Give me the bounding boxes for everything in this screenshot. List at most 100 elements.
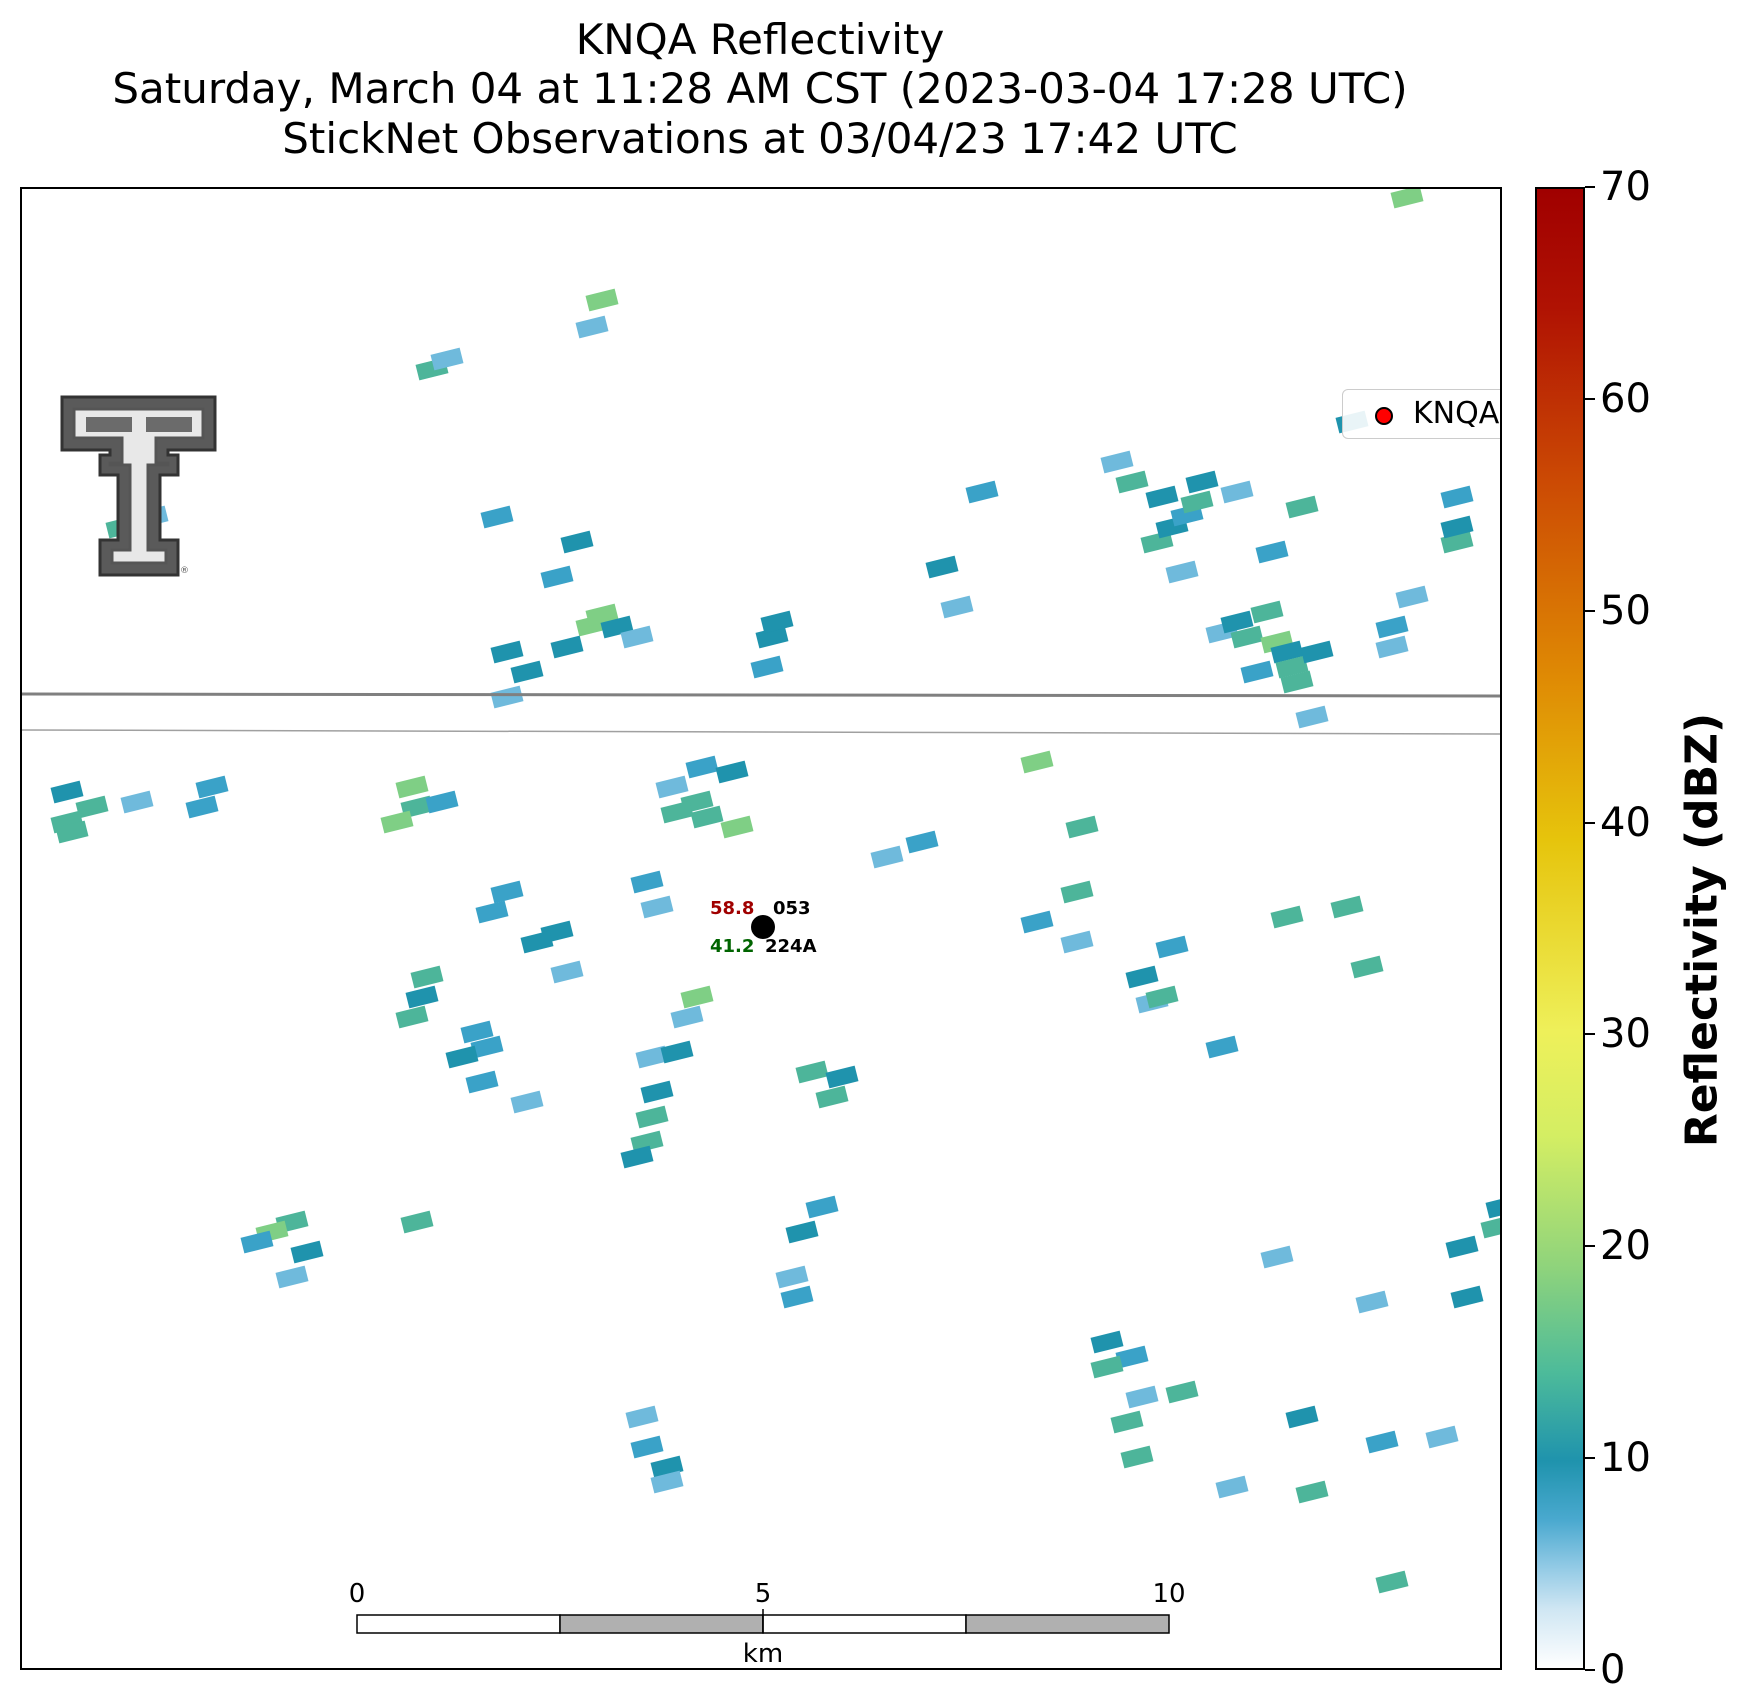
reflectivity-gate — [660, 800, 694, 824]
map-title: KNQA Reflectivity — [575, 15, 945, 64]
legend-label: KNQA — [1413, 396, 1500, 431]
reflectivity-gate — [490, 880, 524, 904]
reflectivity-gate — [550, 960, 584, 984]
reflectivity-gate — [625, 1405, 659, 1429]
colorbar-title: Reflectivity (dBZ) — [1676, 712, 1728, 1148]
colorbar-tick-label: 20 — [1600, 1223, 1651, 1270]
reflectivity-gate — [1165, 1380, 1199, 1404]
reflectivity-gate — [1115, 1345, 1149, 1369]
reflectivity-gate — [805, 1195, 839, 1219]
reflectivity-gate — [630, 1130, 664, 1154]
reflectivity-gate — [905, 830, 939, 854]
reflectivity-gate — [1205, 1035, 1239, 1059]
reflectivity-gate — [445, 1045, 479, 1069]
reflectivity-gate — [290, 1240, 324, 1264]
reflectivity-gate — [1365, 1430, 1399, 1454]
reflectivity-gate — [750, 655, 784, 679]
reflectivity-gate — [1155, 935, 1189, 959]
reflectivity-gate — [1285, 495, 1319, 519]
reflectivity-gate — [640, 1080, 674, 1104]
reflectivity-gate — [1375, 1570, 1409, 1594]
reflectivity-gate — [120, 790, 154, 814]
reflectivity-gate — [430, 347, 464, 371]
reflectivity-gate — [405, 985, 439, 1009]
reflectivity-gate — [630, 870, 664, 894]
reflectivity-gate — [870, 845, 904, 869]
obs-value-top: 58.8 — [710, 898, 755, 919]
reflectivity-gate — [690, 805, 724, 829]
road-line — [22, 692, 1500, 698]
reflectivity-gate — [1060, 880, 1094, 904]
colorbar-tick-label: 0 — [1600, 1647, 1626, 1693]
reflectivity-gate — [635, 1105, 669, 1129]
reflectivity-gate — [1285, 1405, 1319, 1429]
reflectivity-gate — [1065, 815, 1099, 839]
reflectivity-gate — [240, 1230, 274, 1254]
knqa-marker-icon — [1375, 407, 1393, 425]
reflectivity-gate — [50, 780, 84, 804]
colorbar-tick-mark — [1585, 609, 1595, 612]
reflectivity-gate — [775, 1265, 809, 1289]
reflectivity-gate — [460, 1020, 494, 1044]
colorbar-tick-mark — [1585, 397, 1595, 400]
reflectivity-gate — [1445, 1235, 1479, 1259]
reflectivity-gate — [380, 810, 414, 834]
colorbar — [1535, 187, 1585, 1670]
reflectivity-gate — [720, 815, 754, 839]
reflectivity-gate — [620, 625, 654, 649]
reflectivity-gate — [1115, 470, 1149, 494]
reflectivity-gate — [470, 1035, 504, 1059]
reflectivity-gate — [1480, 1215, 1500, 1239]
reflectivity-gate — [1440, 515, 1474, 539]
reflectivity-gate — [1295, 705, 1329, 729]
map-subtitle: Saturday, March 04 at 11:28 AM CST (2023… — [112, 64, 1408, 113]
reflectivity-gate — [940, 595, 974, 619]
reflectivity-gate — [585, 288, 619, 312]
reflectivity-gate — [1180, 490, 1214, 514]
map-legend: KNQA — [1342, 389, 1500, 439]
reflectivity-gate — [1165, 560, 1199, 584]
reflectivity-gate — [630, 1435, 664, 1459]
reflectivity-gate — [655, 775, 689, 799]
reflectivity-gate — [1330, 895, 1364, 919]
reflectivity-gate — [410, 965, 444, 989]
reflectivity-gate — [1260, 1245, 1294, 1269]
reflectivity-gate — [1440, 485, 1474, 509]
reflectivity-gate — [1395, 585, 1429, 609]
reflectivity-gate — [1185, 470, 1219, 494]
reflectivity-gate — [1485, 1195, 1500, 1219]
reflectivity-gate — [1250, 600, 1284, 624]
reflectivity-gate — [400, 1210, 434, 1234]
colorbar-tick-label: 30 — [1600, 1011, 1651, 1058]
reflectivity-gate — [1220, 480, 1254, 504]
reflectivity-gate — [540, 565, 574, 589]
reflectivity-gate — [195, 775, 229, 799]
reflectivity-gate — [275, 1265, 309, 1289]
reflectivity-gate — [1090, 1330, 1124, 1354]
reflectivity-gate — [1270, 640, 1304, 664]
reflectivity-gate — [1255, 540, 1289, 564]
reflectivity-gate — [650, 1470, 684, 1494]
reflectivity-gate — [1425, 1425, 1459, 1449]
reflectivity-gate — [660, 1040, 694, 1064]
reflectivity-gate — [825, 1065, 859, 1089]
reflectivity-layer — [22, 189, 1500, 1594]
radar-map[interactable]: ® KNQA 0 5 10 km 58.8 053 41.2 224A — [20, 187, 1502, 1670]
reflectivity-gate — [1375, 615, 1409, 639]
reflectivity-gate — [480, 505, 514, 529]
colorbar-tick-label: 60 — [1600, 375, 1651, 422]
logo-trademark: ® — [180, 566, 189, 576]
reflectivity-gate — [925, 555, 959, 579]
reflectivity-gate — [1125, 965, 1159, 989]
reflectivity-gate — [760, 610, 794, 634]
reflectivity-gate — [425, 790, 459, 814]
reflectivity-gate — [1450, 1285, 1484, 1309]
reflectivity-gate — [1300, 640, 1334, 664]
colorbar-tick-mark — [1585, 1033, 1595, 1036]
reflectivity-gate — [1060, 930, 1094, 954]
reflectivity-gate — [1350, 955, 1384, 979]
colorbar-tick-mark — [1585, 821, 1595, 824]
reflectivity-gate — [1020, 750, 1054, 774]
reflectivity-gate — [475, 900, 509, 924]
reflectivity-gate — [1100, 450, 1134, 474]
